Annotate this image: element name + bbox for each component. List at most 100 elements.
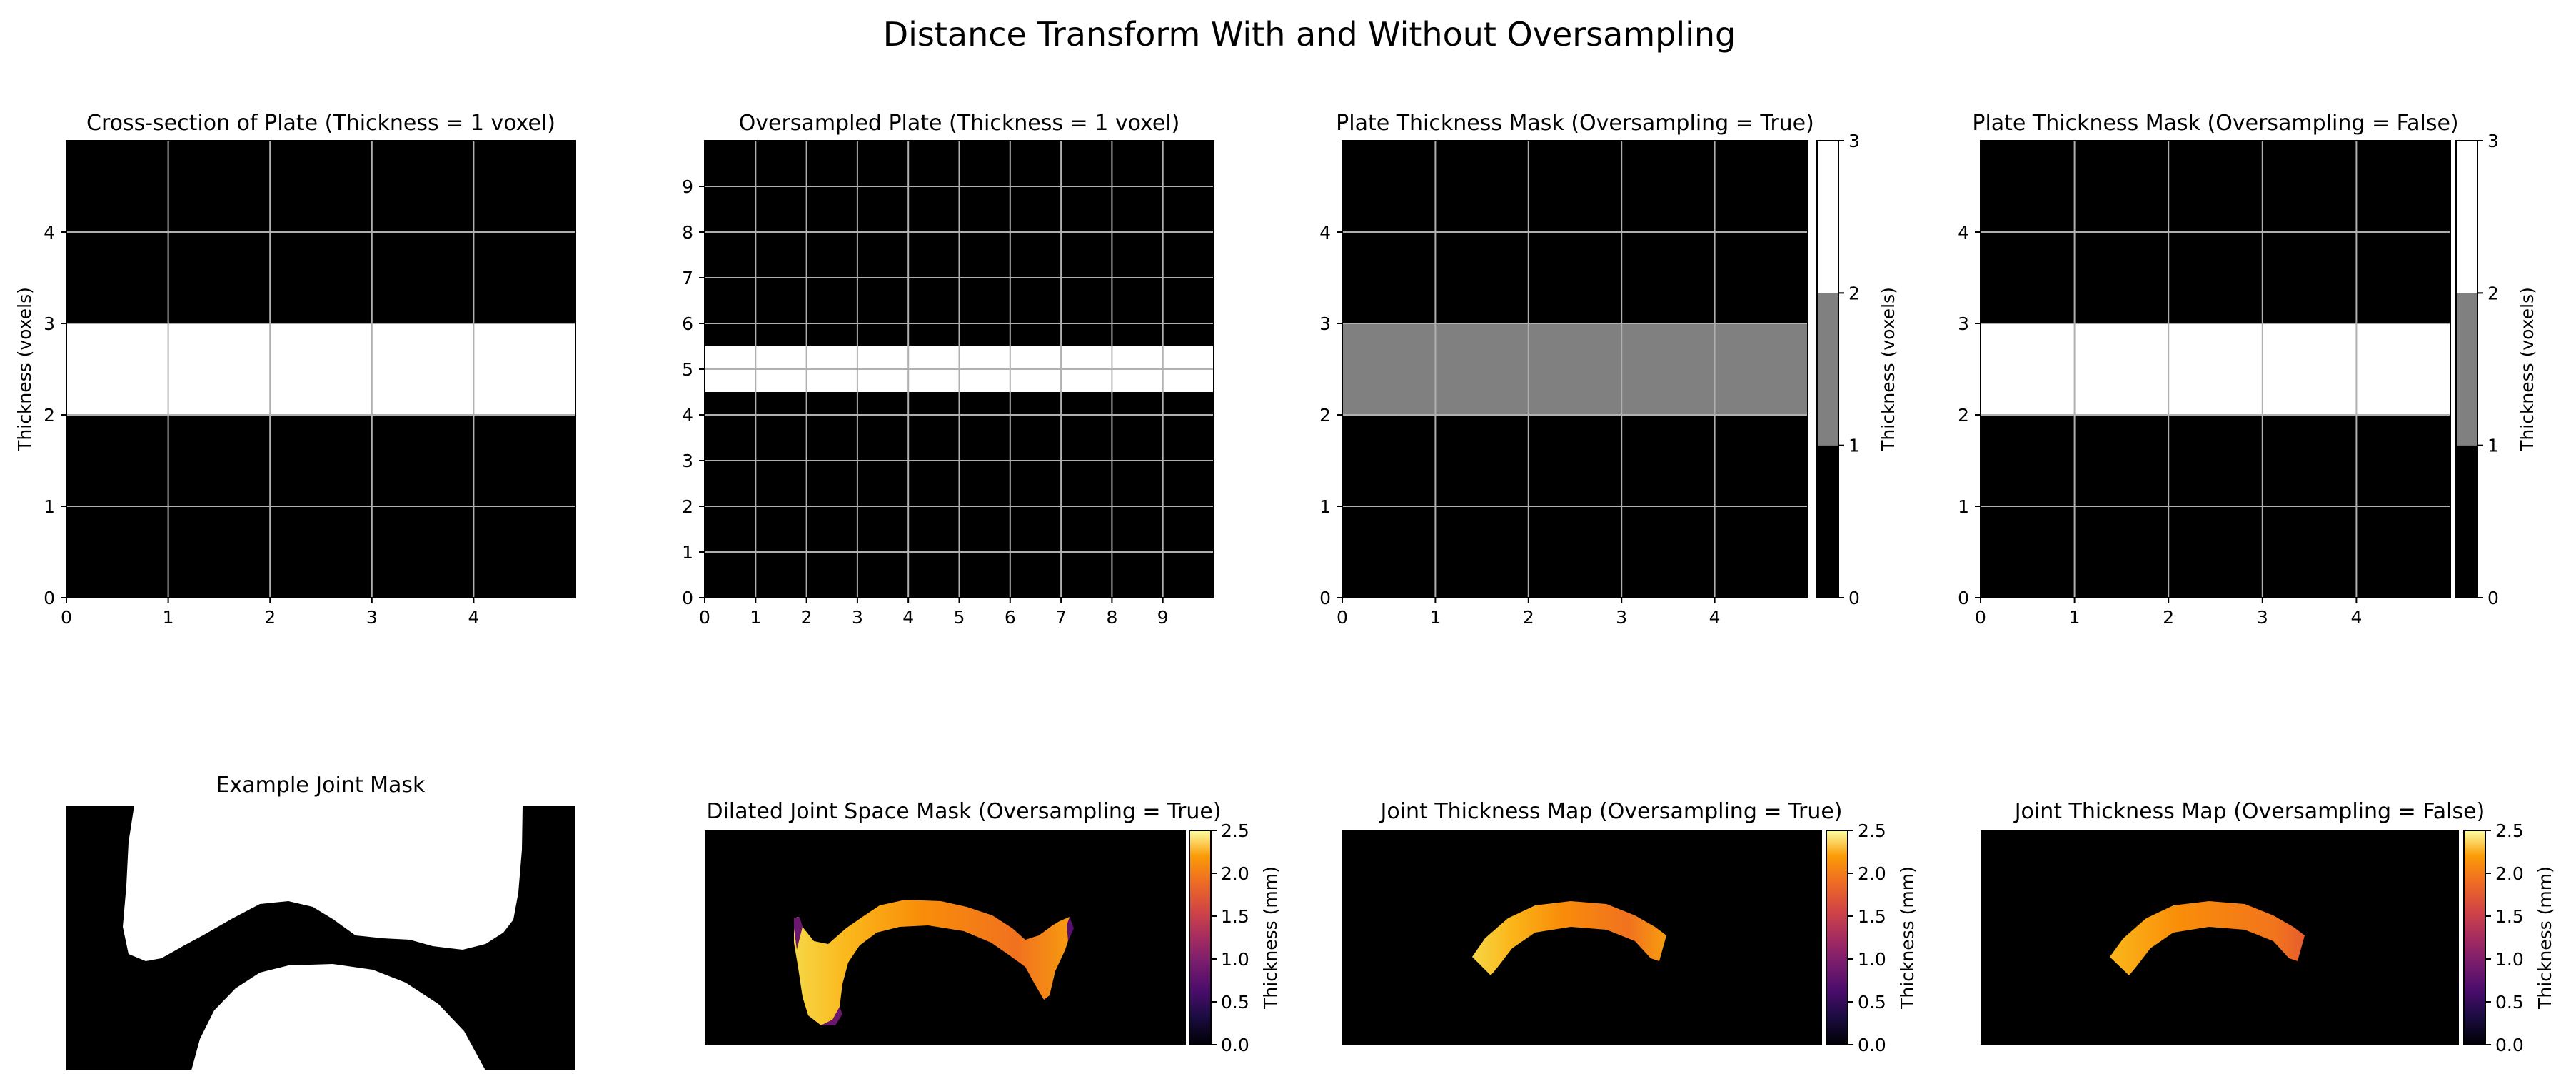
- y-axis-label: Thickness (voxels): [14, 287, 35, 452]
- colorbar-tick-label: 0: [1848, 588, 1860, 608]
- colorbar-tick-label: 2.0: [1221, 863, 1249, 884]
- x-tick-label: 4: [1709, 607, 1721, 628]
- plot-thickness-mask-false: 0 1 2 3 4 0 1 2 3 4 Plate Thickness Mask (Oversamp…: [1958, 111, 2537, 628]
- y-tick-label: 6: [682, 313, 693, 334]
- colorbar-tick-label: 2: [2487, 283, 2499, 303]
- figure-title: Distance Transform With and Without Over…: [883, 15, 1736, 54]
- colorbar-tick-label: 0.0: [1221, 1035, 1249, 1055]
- x-tick-label: 3: [1616, 607, 1627, 628]
- x-tick-label: 0: [61, 607, 72, 628]
- colorbar-tick-label: 1.5: [1858, 906, 1886, 927]
- colorbar-tick-label: 0.0: [2495, 1035, 2524, 1055]
- y-tick-label: 2: [682, 496, 693, 517]
- colorbar-tick-label: 2.5: [1858, 820, 1886, 841]
- colorbar-dilated: 0.0 0.5 1.0 1.5 2.0 2.5 Thickness (mm): [1189, 820, 1281, 1055]
- colorbar-gradient: [1189, 830, 1212, 1045]
- y-tick-label: 4: [44, 222, 55, 243]
- x-tick-label: 1: [750, 607, 761, 628]
- colorbar-tick-label: 1.0: [2495, 949, 2524, 970]
- y-tick-label: 3: [44, 313, 55, 334]
- colorbar-segment: [1817, 293, 1838, 446]
- x-tick-label: 7: [1055, 607, 1067, 628]
- x-tick-label: 2: [1523, 607, 1534, 628]
- plot-title: Cross-section of Plate (Thickness = 1 vo…: [86, 111, 555, 136]
- plot-cross-section: 0 1 2 3 4 0 1 2 3 4 Cross-section of Plate (Thickn…: [14, 111, 576, 628]
- colorbar-thickness-true: 0.0 0.5 1.0 1.5 2.0 2.5 Thickness (mm): [1826, 820, 1918, 1055]
- y-tick-label: 0: [682, 588, 693, 608]
- dilated-arch-region: [794, 900, 1072, 1025]
- plot-title: Oversampled Plate (Thickness = 1 voxel): [739, 111, 1180, 136]
- plot-oversampled: 0 1 2 3 4 5 6 7 8 9 0 1 2 3 4 5 6 7 8 9 Oversampled Plate (T…: [682, 111, 1214, 628]
- colorbar-tick-label: 2.0: [2495, 863, 2524, 884]
- x-tick-label: 0: [1337, 607, 1348, 628]
- plate-band: [66, 323, 575, 415]
- colorbar-tick-label: 1.0: [1858, 949, 1886, 970]
- x-tick-label: 3: [852, 607, 863, 628]
- colorbar-tick-label: 1: [1848, 436, 1860, 456]
- y-tick-label: 2: [44, 405, 55, 426]
- y-tick-label: 0: [1319, 588, 1331, 608]
- thickness-map-false-image: [1981, 830, 2459, 1045]
- x-tick-label: 0: [699, 607, 710, 628]
- x-tick-label: 4: [468, 607, 479, 628]
- x-tick-label: 1: [163, 607, 174, 628]
- upper-bone-region: [123, 806, 523, 961]
- y-tick-label: 1: [44, 496, 55, 517]
- dilated-purple-edge: [794, 917, 803, 950]
- image-background: [705, 830, 1186, 1045]
- x-tick-label: 4: [902, 607, 914, 628]
- colorbar-tick-label: 0.5: [2495, 992, 2524, 1013]
- y-tick-label: 4: [682, 405, 693, 426]
- y-tick-label: 5: [682, 359, 693, 380]
- x-tick-label: 8: [1106, 607, 1117, 628]
- colorbar-label: Thickness (mm): [1260, 866, 1281, 1010]
- dilated-purple-edge: [1067, 917, 1074, 941]
- plate-band: [1342, 323, 1808, 415]
- plot-title: Example Joint Mask: [216, 773, 426, 798]
- y-tick-label: 4: [1319, 222, 1331, 243]
- colorbar-tick-label: 1: [2487, 436, 2499, 456]
- x-tick-label: 1: [2069, 607, 2081, 628]
- colorbar-tick-label: 0: [2487, 588, 2499, 608]
- y-tick-label: 1: [1319, 496, 1331, 517]
- image-background: [1342, 830, 1822, 1045]
- colorbar-tick-label: 2.0: [1858, 863, 1886, 884]
- y-tick-label: 2: [1319, 405, 1331, 426]
- colorbar-label: Thickness (mm): [1897, 866, 1918, 1010]
- plot-title: Joint Thickness Map (Oversampling = True…: [1379, 799, 1842, 824]
- y-tick-label: 4: [1958, 222, 1969, 243]
- y-tick-label: 9: [682, 176, 693, 197]
- x-tick-label: 2: [801, 607, 812, 628]
- thickness-map-true-image: [1342, 830, 1822, 1045]
- x-tick-label: 9: [1157, 607, 1169, 628]
- y-tick-label: 7: [682, 268, 693, 288]
- plate-band: [1981, 323, 2450, 415]
- colorbar-thickness-false: 0.0 0.5 1.0 1.5 2.0 2.5 Thickness (mm): [2463, 820, 2555, 1055]
- y-tick-label: 1: [1958, 496, 1969, 517]
- x-tick-label: 3: [366, 607, 378, 628]
- colorbar-tick-label: 2.5: [1221, 820, 1249, 841]
- colorbar-frame: [1816, 140, 1839, 598]
- dilated-purple-edge: [821, 1007, 842, 1025]
- plot-title: Plate Thickness Mask (Oversampling = Tru…: [1336, 111, 1814, 136]
- colorbar-label: Thickness (voxels): [1878, 287, 1898, 452]
- x-tick-label: 2: [2163, 607, 2174, 628]
- y-tick-label: 3: [1319, 313, 1331, 334]
- x-tick-label: 5: [954, 607, 965, 628]
- thickness-arch-region: [2110, 901, 2305, 975]
- colorbar-tick-label: 0.5: [1221, 992, 1249, 1013]
- colorbar-frame: [2455, 140, 2478, 598]
- colorbar-label: Thickness (voxels): [2517, 287, 2537, 452]
- x-tick-label: 2: [264, 607, 276, 628]
- y-tick-label: 8: [682, 222, 693, 243]
- thickness-arch-region: [1472, 901, 1666, 975]
- colorbar-segment: [2456, 293, 2477, 446]
- x-tick-label: 4: [2350, 607, 2362, 628]
- y-tick-label: 1: [682, 542, 693, 563]
- colorbar-gradient: [2463, 830, 2486, 1045]
- dilated-joint-image: [705, 830, 1186, 1045]
- colorbar-tick-label: 0.0: [1858, 1035, 1886, 1055]
- x-tick-label: 1: [1429, 607, 1441, 628]
- colorbar-segment: [2456, 141, 2477, 293]
